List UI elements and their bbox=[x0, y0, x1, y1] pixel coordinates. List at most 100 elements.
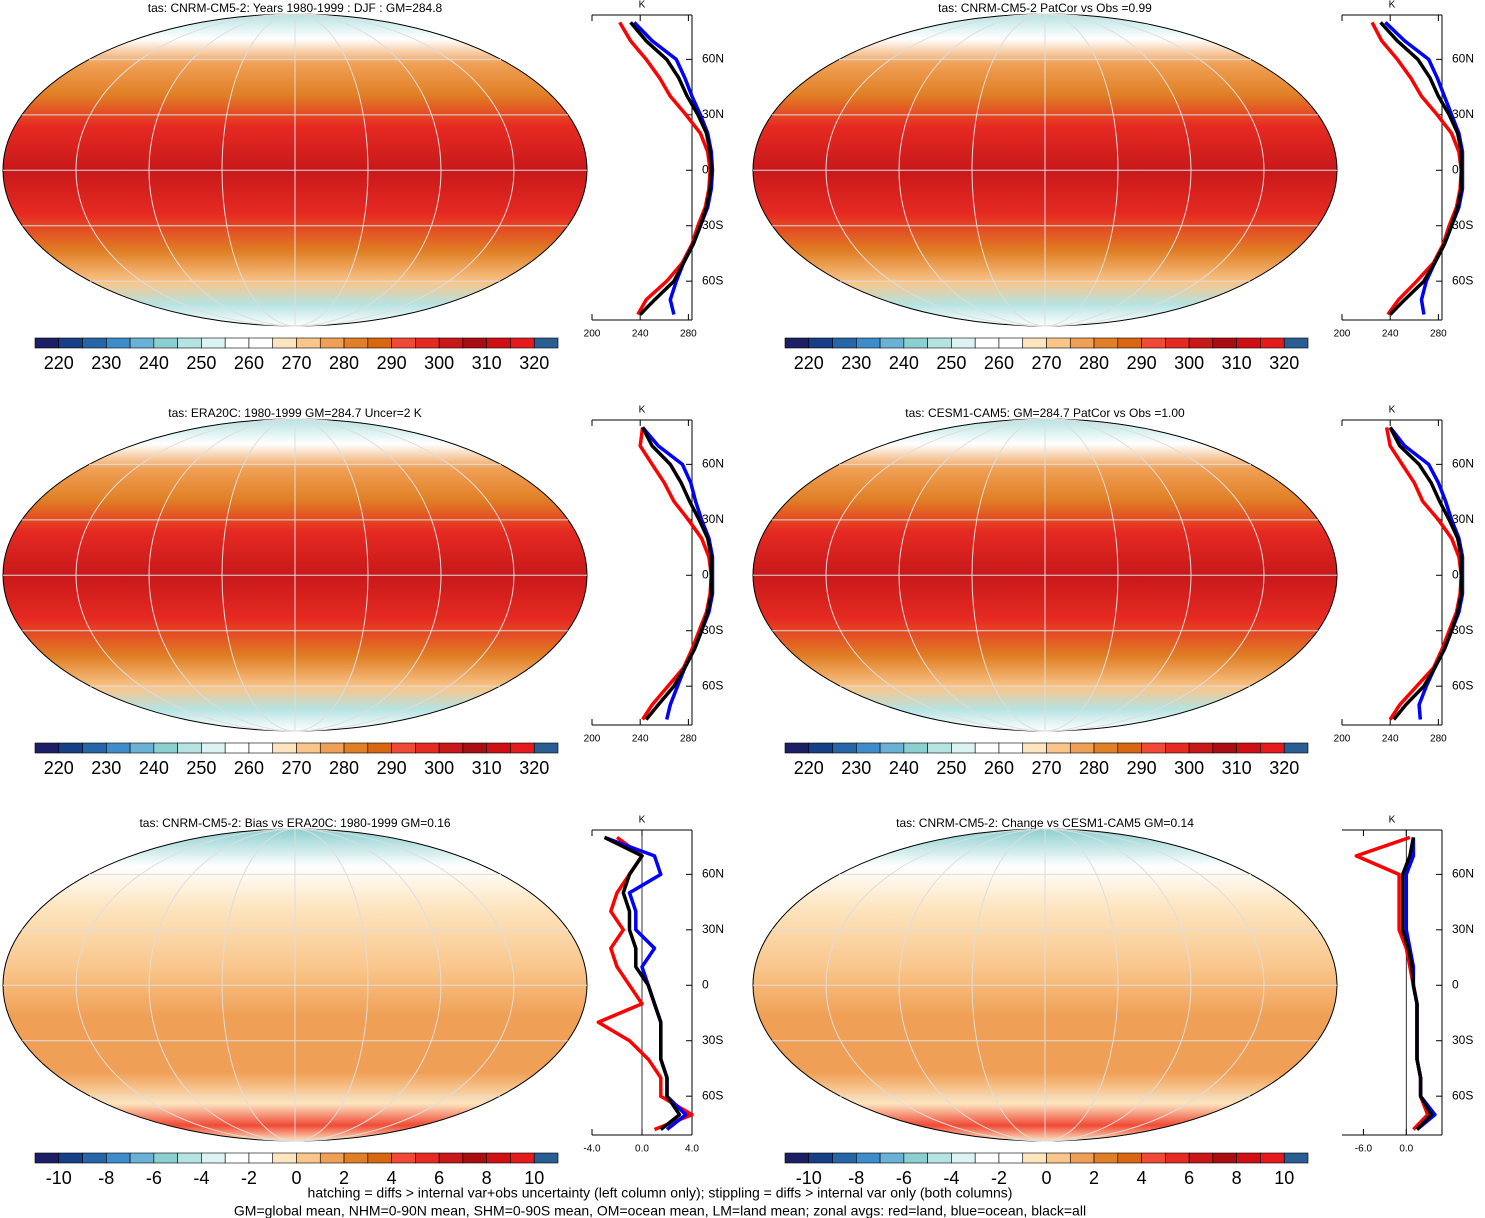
y-tick-label: 30S bbox=[1452, 218, 1473, 232]
y-tick-label: 60S bbox=[702, 1088, 723, 1102]
unit-label: K bbox=[639, 815, 646, 826]
panel-title: tas: CESM1-CAM5: GM=284.7 PatCor vs Obs … bbox=[905, 406, 1185, 420]
colorbar-box bbox=[391, 337, 416, 349]
colorbar-box bbox=[486, 1152, 511, 1164]
colorbar-label: 240 bbox=[889, 758, 919, 778]
zonal-line bbox=[1370, 21, 1464, 316]
colorbar-label: 8 bbox=[1232, 1168, 1242, 1188]
colorbar-box bbox=[1212, 742, 1237, 754]
y-tick-label: 60N bbox=[1452, 52, 1474, 66]
y-tick-label: 30N bbox=[702, 922, 724, 936]
y-tick-label: 30N bbox=[702, 107, 724, 121]
y-tick-label: 30S bbox=[702, 1033, 723, 1047]
colorbar-label: 290 bbox=[1127, 758, 1157, 778]
colorbar-label: 260 bbox=[234, 353, 264, 373]
colorbar-box bbox=[201, 1152, 226, 1164]
colorbar-label: 8 bbox=[482, 1168, 492, 1188]
y-tick-label: 0 bbox=[702, 567, 709, 581]
colorbar-label: 310 bbox=[1222, 353, 1252, 373]
x-tick-label: 280 bbox=[680, 734, 697, 745]
colorbar-box bbox=[856, 337, 881, 349]
colorbar-box bbox=[1046, 337, 1071, 349]
y-tick-label: 60N bbox=[1452, 457, 1474, 471]
y-tick-label: 60S bbox=[1452, 273, 1473, 287]
colorbar-label: 220 bbox=[44, 353, 74, 373]
colorbar-box bbox=[415, 742, 440, 754]
colorbar-box bbox=[415, 337, 440, 349]
colorbar-box bbox=[784, 337, 810, 349]
colorbar-label: 310 bbox=[472, 758, 502, 778]
colorbar-label: -4 bbox=[193, 1168, 209, 1188]
colorbar-box bbox=[974, 1152, 1000, 1164]
unit-label: K bbox=[1389, 815, 1396, 826]
x-tick-label: 0.0 bbox=[635, 1144, 649, 1155]
panel-title: tas: CNRM-CM5-2 PatCor vs Obs =0.99 bbox=[938, 1, 1152, 15]
colorbar-label: 260 bbox=[234, 758, 264, 778]
zonal-line bbox=[603, 835, 682, 1131]
colorbar-label: 290 bbox=[377, 353, 407, 373]
y-tick-label: 0 bbox=[1452, 567, 1459, 581]
colorbar-label: 260 bbox=[984, 758, 1014, 778]
colorbar-box bbox=[1212, 337, 1237, 349]
zonal-line bbox=[596, 835, 694, 1132]
colorbar-box bbox=[1117, 337, 1142, 349]
y-tick-label: 60S bbox=[702, 678, 723, 692]
colorbar-label: 250 bbox=[936, 758, 966, 778]
y-tick-label: 0 bbox=[702, 977, 709, 991]
y-tick-label: 0 bbox=[1452, 162, 1459, 176]
x-tick-label: 280 bbox=[1430, 329, 1447, 340]
colorbar-label: 2 bbox=[1089, 1168, 1099, 1188]
colorbar-label: 290 bbox=[377, 758, 407, 778]
colorbar-label: 240 bbox=[889, 353, 919, 373]
colorbar-label: 290 bbox=[1127, 353, 1157, 373]
colorbar-box bbox=[832, 1152, 857, 1164]
colorbar-box bbox=[1188, 1152, 1214, 1164]
y-tick-label: 30S bbox=[1452, 1033, 1473, 1047]
zonal-line bbox=[1379, 21, 1464, 316]
colorbar-box bbox=[998, 337, 1024, 349]
colorbar-box bbox=[1260, 337, 1285, 349]
colorbar-box bbox=[248, 742, 274, 754]
x-tick-label: 200 bbox=[584, 329, 601, 340]
colorbar-box bbox=[129, 742, 155, 754]
colorbar-box bbox=[1188, 337, 1214, 349]
y-tick-label: 30N bbox=[702, 512, 724, 526]
colorbar-box bbox=[533, 1152, 559, 1164]
unit-label: K bbox=[1389, 405, 1396, 416]
y-tick-label: 60S bbox=[702, 273, 723, 287]
colorbar-label: 320 bbox=[1269, 758, 1299, 778]
colorbar-label: -8 bbox=[848, 1168, 864, 1188]
colorbar-box bbox=[129, 1152, 155, 1164]
colorbar-box bbox=[272, 742, 297, 754]
colorbar-label: 6 bbox=[1184, 1168, 1194, 1188]
colorbar-box bbox=[998, 1152, 1024, 1164]
colorbar-box bbox=[224, 1152, 250, 1164]
colorbar-box bbox=[1022, 1152, 1047, 1164]
colorbar-box bbox=[903, 1152, 928, 1164]
colorbar-box bbox=[903, 742, 928, 754]
footer-note: GM=global mean, NHM=0-90N mean, SHM=0-90… bbox=[234, 1203, 1086, 1218]
colorbar-label: 230 bbox=[841, 758, 871, 778]
colorbar-box bbox=[177, 337, 202, 349]
colorbar-box bbox=[1093, 742, 1119, 754]
y-tick-label: 30N bbox=[1452, 107, 1474, 121]
colorbar-label: 250 bbox=[936, 353, 966, 373]
colorbar-label: 220 bbox=[44, 758, 74, 778]
colorbar-box bbox=[343, 1152, 369, 1164]
colorbar-box bbox=[438, 1152, 464, 1164]
colorbar-box bbox=[201, 337, 226, 349]
colorbar-label: -6 bbox=[146, 1168, 162, 1188]
colorbar-box bbox=[177, 742, 202, 754]
x-tick-label: 200 bbox=[584, 734, 601, 745]
x-tick-label: 280 bbox=[680, 329, 697, 340]
x-tick-label: 0.0 bbox=[1399, 1144, 1413, 1155]
colorbar-box bbox=[106, 1152, 131, 1164]
colorbar-box bbox=[1283, 742, 1309, 754]
x-tick-label: 240 bbox=[632, 329, 649, 340]
colorbar-label: 310 bbox=[472, 353, 502, 373]
colorbar-box bbox=[1165, 337, 1190, 349]
colorbar-label: 6 bbox=[434, 1168, 444, 1188]
colorbar-box bbox=[34, 1152, 60, 1164]
colorbar-box bbox=[462, 742, 487, 754]
colorbar-box bbox=[415, 1152, 440, 1164]
